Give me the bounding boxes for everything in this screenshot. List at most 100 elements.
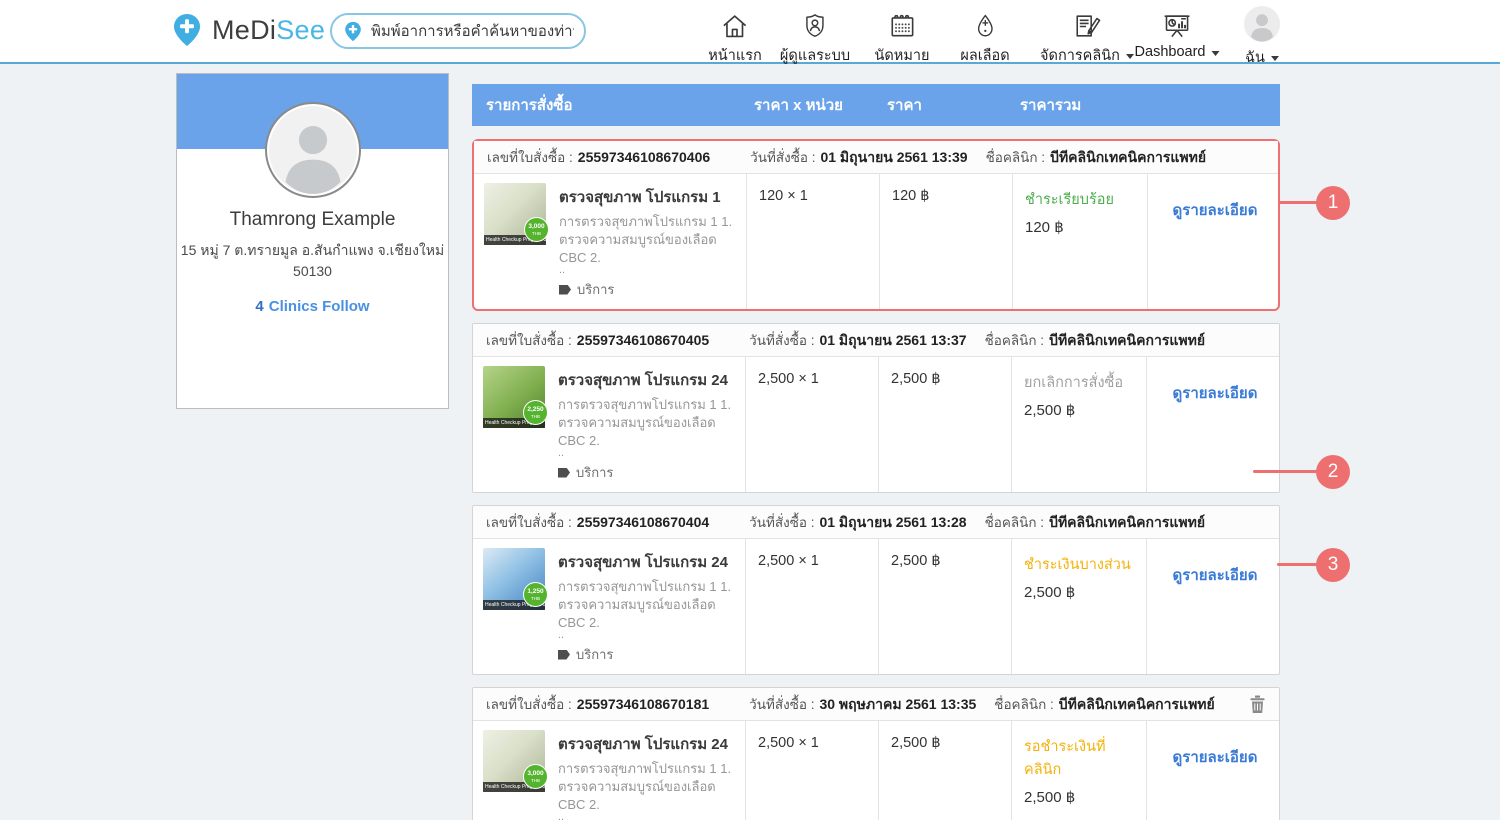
product-cell: Health Checkup Program 3 3,000 THB ตรวจสุ… bbox=[473, 721, 745, 820]
orders-table-header: รายการสั่งซื้อ ราคา x หน่วย ราคา ราคารวม bbox=[472, 84, 1280, 126]
delete-order-button[interactable] bbox=[1249, 695, 1266, 714]
product-image-caption: Health Checkup Program 1 bbox=[483, 600, 545, 610]
nav-item-appointments[interactable]: นัดหมาย bbox=[874, 8, 930, 67]
order-row: Health Checkup Program 2,250 THB ตรวจสุขภ… bbox=[473, 357, 1279, 492]
order-clinic: ชื่อคลินิก : บีทีคลินิกเทคนิคการแพทย์ bbox=[984, 331, 1206, 348]
product-info: ตรวจสุขภาพ โปรแกรม 24 การตรวจสุขภาพโปรแก… bbox=[558, 548, 737, 665]
navbar: MeDiSee หน้าแรก bbox=[0, 0, 1500, 67]
product-description: การตรวจสุขภาพโปรแกรม 1 1. ตรวจความสมบูรณ… bbox=[558, 397, 732, 459]
tag-icon bbox=[558, 649, 570, 660]
status-cell: ชำระเงินบางส่วน 2,500 ฿ bbox=[1011, 539, 1146, 674]
order-block: เลขที่ใบสั่งซื้อ :25597346108670406 วันท… bbox=[472, 139, 1280, 311]
action-cell: ดูรายละเอียด bbox=[1146, 357, 1279, 492]
view-details-link[interactable]: ดูรายละเอียด bbox=[1172, 385, 1258, 402]
product-image[interactable]: Health Checkup Program 2,250 THB bbox=[483, 366, 548, 428]
product-cell: Health Checkup Program 2,250 THB ตรวจสุขภ… bbox=[473, 357, 745, 492]
nav-item-dashboard[interactable]: Dashboard bbox=[1135, 8, 1220, 60]
product-price-badge: 3,000 THB bbox=[523, 764, 548, 789]
tag-icon bbox=[559, 284, 571, 295]
order-row: Health Checkup Program 1 1,250 THB ตรวจสุ… bbox=[473, 539, 1279, 674]
nav-label: Dashboard bbox=[1135, 44, 1220, 60]
chevron-down-icon bbox=[1211, 50, 1220, 60]
product-image[interactable]: Health Checkup Program 3 3,000 THB bbox=[483, 730, 548, 792]
product-image[interactable]: Health Checkup Program 3 3,000 THB bbox=[484, 183, 549, 245]
order-block: เลขที่ใบสั่งซื้อ :25597346108670181 วันท… bbox=[472, 687, 1280, 820]
order-status: ชำระเงินบางส่วน bbox=[1024, 557, 1131, 573]
nav-item-me[interactable]: ฉัน bbox=[1243, 5, 1281, 69]
clinic-manage-icon bbox=[1072, 8, 1102, 41]
search-bar bbox=[330, 13, 586, 49]
profile-avatar bbox=[264, 102, 361, 198]
column-header-total: ราคารวม bbox=[1020, 97, 1082, 114]
order-header: เลขที่ใบสั่งซื้อ :25597346108670404 วันท… bbox=[473, 506, 1279, 539]
product-cell: Health Checkup Program 3 3,000 THB ตรวจสุ… bbox=[474, 174, 746, 309]
nav-label: ผู้ดูแลระบบ bbox=[779, 48, 851, 64]
logo[interactable]: MeDiSee bbox=[172, 13, 325, 47]
nav-label: ผลเลือด bbox=[960, 48, 1010, 64]
price-cell: 2,500 ฿ bbox=[878, 721, 1011, 820]
product-description: การตรวจสุขภาพโปรแกรม 1 1. ตรวจความสมบูรณ… bbox=[558, 579, 732, 641]
column-header-price-unit: ราคา x หน่วย bbox=[754, 97, 843, 114]
price-unit-cell: 120 × 1 bbox=[746, 174, 879, 309]
blood-drop-icon bbox=[972, 8, 998, 41]
product-price-badge: 2,250 THB bbox=[523, 400, 548, 425]
column-header-price: ราคา bbox=[887, 97, 922, 114]
nav-item-admin[interactable]: ผู้ดูแลระบบ bbox=[780, 8, 850, 67]
nav-label: ฉัน bbox=[1245, 46, 1279, 69]
action-cell: ดูรายละเอียด bbox=[1147, 174, 1278, 309]
product-tag: บริการ bbox=[559, 279, 738, 300]
order-clinic: ชื่อคลินิก : บีทีคลินิกเทคนิคการแพทย์ bbox=[984, 513, 1206, 530]
clinics-follow-link[interactable]: 4 Clinics Follow bbox=[255, 298, 370, 315]
annotation-badge-2: 2 bbox=[1316, 455, 1350, 489]
view-details-link[interactable]: ดูรายละเอียด bbox=[1172, 749, 1258, 766]
order-clinic: ชื่อคลินิก : บีทีคลินิกเทคนิคการแพทย์ bbox=[985, 148, 1207, 165]
search-pin-icon bbox=[344, 21, 362, 42]
action-cell: ดูรายละเอียด bbox=[1146, 539, 1279, 674]
nav-item-blood-results[interactable]: ผลเลือด bbox=[960, 8, 1010, 67]
nav-label: จัดการคลินิก bbox=[1040, 44, 1134, 67]
logo-pin-icon bbox=[172, 13, 202, 47]
search-input[interactable] bbox=[371, 22, 574, 40]
order-status: รอชำระเงินที่คลินิก bbox=[1024, 739, 1106, 778]
tag-icon bbox=[558, 467, 570, 478]
price-unit-cell: 2,500 × 1 bbox=[745, 357, 878, 492]
logo-text: MeDiSee bbox=[212, 14, 326, 45]
price-unit-cell: 2,500 × 1 bbox=[745, 539, 878, 674]
order-date: วันที่สั่งซื้อ :30 พฤษภาคม 2561 13:35 bbox=[749, 695, 977, 712]
order-status: ยกเลิกการสั่งซื้อ bbox=[1024, 375, 1124, 391]
product-image-caption: Health Checkup Program 3 bbox=[484, 235, 546, 245]
view-details-link[interactable]: ดูรายละเอียด bbox=[1172, 202, 1258, 219]
status-cell: ยกเลิกการสั่งซื้อ 2,500 ฿ bbox=[1011, 357, 1146, 492]
order-header: เลขที่ใบสั่งซื้อ :25597346108670406 วันท… bbox=[474, 141, 1278, 174]
annotation-badge-1: 1 bbox=[1316, 186, 1350, 220]
dashboard-icon bbox=[1162, 8, 1193, 41]
order-number: เลขที่ใบสั่งซื้อ :25597346108670406 bbox=[487, 149, 711, 165]
orders-list: เลขที่ใบสั่งซื้อ :25597346108670406 วันท… bbox=[472, 139, 1280, 820]
product-tag: บริการ bbox=[558, 644, 737, 665]
product-image[interactable]: Health Checkup Program 1 1,250 THB bbox=[483, 548, 548, 610]
nav-item-home[interactable]: หน้าแรก bbox=[708, 8, 762, 67]
product-price-badge: 1,250 THB bbox=[523, 582, 548, 607]
profile-card: Thamrong Example 15 หมู่ 7 ต.ทรายมูล อ.ส… bbox=[176, 73, 449, 409]
order-header: เลขที่ใบสั่งซื้อ :25597346108670405 วันท… bbox=[473, 324, 1279, 357]
nav-label: หน้าแรก bbox=[708, 48, 762, 64]
product-info: ตรวจสุขภาพ โปรแกรม 24 การตรวจสุขภาพโปรแก… bbox=[558, 366, 737, 483]
nav-item-manage-clinic[interactable]: จัดการคลินิก bbox=[1040, 8, 1134, 67]
chevron-down-icon bbox=[1125, 54, 1134, 63]
price-unit-cell: 2,500 × 1 bbox=[745, 721, 878, 820]
status-cell: ชำระเรียบร้อย 120 ฿ bbox=[1012, 174, 1147, 309]
order-clinic: ชื่อคลินิก : บีทีคลินิกเทคนิคการแพทย์ bbox=[994, 695, 1215, 712]
price-cell: 2,500 ฿ bbox=[878, 357, 1011, 492]
order-total: 120 ฿ bbox=[1025, 219, 1064, 236]
column-header-items: รายการสั่งซื้อ bbox=[486, 97, 573, 114]
user-avatar-icon bbox=[1243, 5, 1281, 43]
status-cell: รอชำระเงินที่คลินิก 2,500 ฿ bbox=[1011, 721, 1146, 820]
calendar-icon bbox=[887, 8, 917, 41]
order-date: วันที่สั่งซื้อ :01 มิถุนายน 2561 13:28 bbox=[749, 513, 967, 530]
order-number: เลขที่ใบสั่งซื้อ :25597346108670405 bbox=[486, 332, 710, 348]
view-details-link[interactable]: ดูรายละเอียด bbox=[1172, 567, 1258, 584]
profile-name: Thamrong Example bbox=[229, 209, 396, 230]
order-date: วันที่สั่งซื้อ :01 มิถุนายน 2561 13:37 bbox=[749, 331, 967, 348]
product-image-caption: Health Checkup Program bbox=[483, 418, 545, 428]
